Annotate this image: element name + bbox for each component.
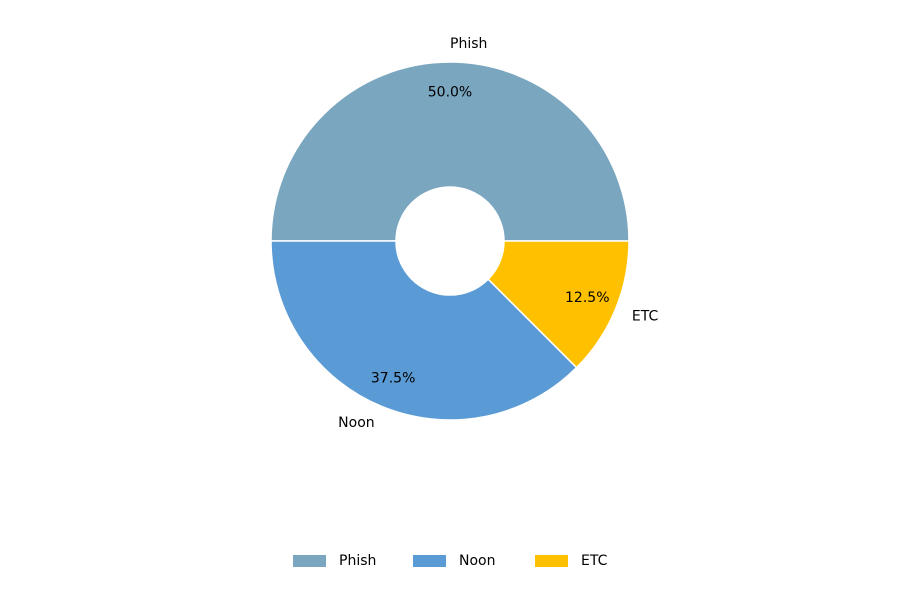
category-label: ETC: [632, 308, 659, 324]
percent-label: 12.5%: [565, 290, 609, 306]
legend-label: Noon: [459, 553, 495, 569]
category-label: Phish: [450, 36, 487, 52]
donut-slice: [270, 240, 578, 421]
legend-swatch: [413, 555, 446, 567]
legend-swatch: [293, 555, 326, 567]
donut-slice: [487, 240, 630, 369]
percent-label: 50.0%: [428, 84, 472, 100]
legend-swatch: [535, 555, 568, 567]
percent-label: 37.5%: [371, 370, 415, 386]
legend-label: ETC: [581, 553, 608, 569]
donut-slice: [270, 61, 630, 242]
category-label: Noon: [338, 415, 374, 431]
legend-label: Phish: [339, 553, 376, 569]
